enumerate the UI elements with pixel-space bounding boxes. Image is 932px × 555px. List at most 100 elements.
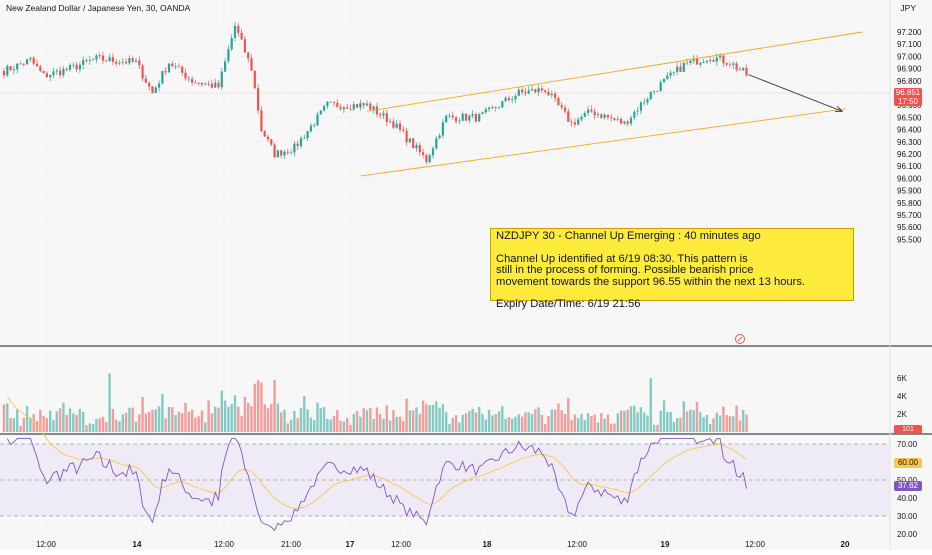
candle <box>52 68 55 79</box>
volume-bar <box>217 407 220 432</box>
candle-body <box>392 121 395 128</box>
volume-bar <box>322 407 326 432</box>
candle <box>108 53 111 62</box>
candle-body <box>22 63 25 65</box>
volume-bar <box>438 407 441 432</box>
candle-body <box>49 75 52 78</box>
candle <box>461 111 464 122</box>
candle <box>379 112 382 120</box>
candle-body <box>398 123 402 130</box>
candle <box>441 119 444 139</box>
candle <box>524 88 527 96</box>
last-price-tag: 96.851 17:50 <box>894 88 922 106</box>
candle-body <box>448 115 451 117</box>
candle <box>283 149 286 160</box>
candle <box>210 80 213 89</box>
candle-body <box>164 71 167 73</box>
volume-bar <box>606 414 610 432</box>
candle-body <box>659 82 662 92</box>
volume-bar <box>487 409 491 432</box>
candle <box>346 103 349 109</box>
candle-body <box>68 64 72 70</box>
candle <box>422 148 425 159</box>
volume-bar <box>115 419 118 432</box>
candle <box>197 82 200 86</box>
volume-bar <box>398 416 402 432</box>
volume-bar <box>534 409 537 432</box>
candle-body <box>171 63 174 67</box>
candle-body <box>293 143 296 153</box>
volume-bar <box>646 415 649 432</box>
volume-bar <box>425 403 428 432</box>
candle <box>735 61 738 72</box>
candle-body <box>438 135 441 139</box>
candle-body <box>583 113 586 117</box>
candle <box>497 106 501 110</box>
candle-body <box>352 104 355 110</box>
rsi-ma-line <box>6 396 747 509</box>
candle-body <box>227 49 230 62</box>
volume-bar <box>326 418 329 432</box>
volume-bar <box>712 418 715 432</box>
candle <box>154 85 157 94</box>
candle-body <box>148 82 151 87</box>
time-tick-label: 19 <box>661 540 670 549</box>
candle <box>134 58 138 63</box>
candle-body <box>461 113 464 121</box>
last-price-value: 96.851 <box>895 88 921 97</box>
candle <box>365 100 369 107</box>
candle <box>448 112 451 119</box>
candle <box>253 70 256 90</box>
candle-body <box>362 103 365 106</box>
candle <box>610 113 613 122</box>
candle <box>214 78 217 88</box>
volume-bar <box>355 411 359 432</box>
candle <box>240 29 243 41</box>
candle <box>230 34 233 51</box>
candle-body <box>214 82 217 88</box>
candle-body <box>174 66 177 68</box>
price-tick-label: 96.000 <box>897 174 922 183</box>
candle <box>29 56 32 63</box>
volume-bar <box>603 418 606 432</box>
candle-body <box>253 70 256 89</box>
price-tick-label: 95.800 <box>897 199 922 208</box>
candle <box>115 59 118 67</box>
volume-bar <box>45 418 49 432</box>
candle <box>679 62 682 73</box>
volume-bar <box>319 407 322 432</box>
volume-bar <box>408 410 412 432</box>
volume-bar <box>718 415 722 432</box>
candle <box>705 59 708 64</box>
candle-body <box>263 131 266 137</box>
price-tick-label: 96.900 <box>897 65 922 74</box>
candle <box>676 62 679 76</box>
candle <box>19 61 22 65</box>
candle <box>266 134 270 142</box>
candle-body <box>537 88 540 93</box>
candle <box>662 77 666 83</box>
candle-body <box>9 66 12 71</box>
time-tick-label: 12:00 <box>36 540 57 549</box>
candle <box>250 54 253 71</box>
candle-body <box>497 107 501 109</box>
candle-body <box>501 101 504 108</box>
candle-body <box>243 39 246 53</box>
alert-icon[interactable] <box>735 334 745 344</box>
candle-body <box>62 68 65 76</box>
candle <box>537 84 540 96</box>
volume-bar <box>441 404 445 432</box>
candle <box>570 118 573 127</box>
volume-bar <box>652 424 656 432</box>
candle-body <box>296 143 299 147</box>
currency-label[interactable]: JPY <box>900 3 916 13</box>
candle <box>313 123 316 128</box>
channel-upper-line <box>366 31 863 112</box>
volume-bar <box>157 406 161 432</box>
candle <box>121 58 124 66</box>
candle-body <box>266 136 270 140</box>
candle <box>171 60 174 67</box>
volume-bar <box>62 402 65 432</box>
pattern-annotation[interactable]: NZDJPY 30 - Channel Up Emerging : 40 min… <box>490 228 854 310</box>
